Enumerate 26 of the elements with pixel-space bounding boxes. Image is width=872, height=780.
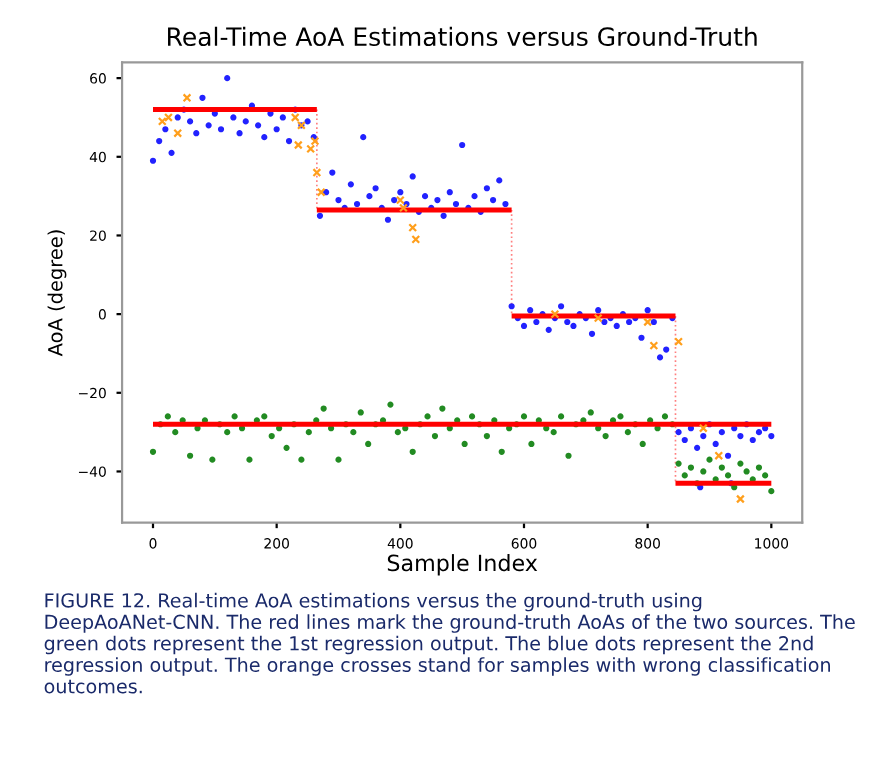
caption: FIGURE 12. Real-time AoA estimations versus the ground-truth using DeepAoANet-CNN. The red lines mark the ground-truth AoAs of the two sources. The green dots represent the 1st regression output. The blue dots represent the 2nd regression output. The orange crosses stand for samples with wrong classification outcomes. xyxy=(44,592,855,694)
point xyxy=(649,341,659,351)
point xyxy=(293,140,303,150)
point xyxy=(395,195,405,205)
point xyxy=(735,494,745,504)
point xyxy=(698,423,708,433)
point xyxy=(643,317,653,327)
point xyxy=(157,116,167,126)
point xyxy=(674,337,684,347)
point xyxy=(173,128,183,138)
point xyxy=(550,309,560,319)
y-axis-title: AoA (degree) xyxy=(47,230,67,357)
point xyxy=(312,168,322,178)
point xyxy=(408,223,418,233)
point xyxy=(310,136,320,146)
point xyxy=(290,112,300,122)
point xyxy=(593,313,603,323)
point xyxy=(714,451,724,461)
point xyxy=(163,112,173,122)
chart-title: Real-Time AoA Estimations versus Ground-Truth xyxy=(168,26,757,47)
x-axis-title: Sample Index xyxy=(387,554,538,576)
point xyxy=(398,203,408,213)
point xyxy=(316,187,326,197)
point xyxy=(306,144,316,154)
point xyxy=(411,234,421,244)
point xyxy=(182,93,192,103)
